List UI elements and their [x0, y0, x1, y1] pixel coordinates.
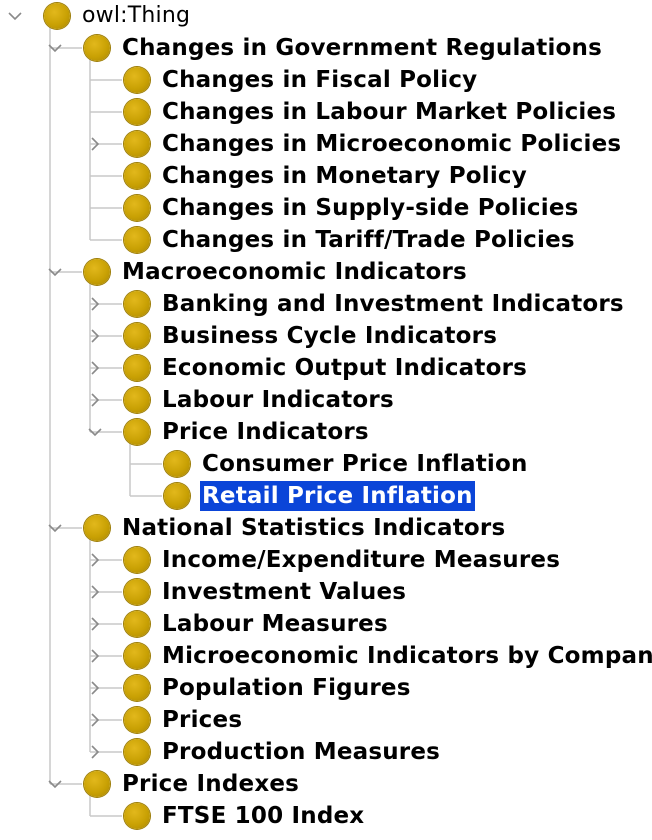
tree-node-label[interactable]: Changes in Monetary Policy: [162, 163, 527, 189]
chevron-down-icon[interactable]: [86, 423, 104, 441]
tree-node-label[interactable]: FTSE 100 Index: [162, 803, 365, 829]
tree-node-label[interactable]: Changes in Supply-side Policies: [162, 195, 579, 221]
chevron-right-icon[interactable]: [86, 743, 104, 761]
tree-node-label[interactable]: Consumer Price Inflation: [202, 451, 528, 477]
chevron-right-icon[interactable]: [86, 615, 104, 633]
class-circle-icon: [164, 483, 190, 509]
chevron-down-icon[interactable]: [46, 39, 64, 57]
class-circle-icon: [84, 771, 110, 797]
class-circle-icon: [44, 3, 70, 29]
tree-node-ftse-100-index[interactable]: FTSE 100 Index: [0, 800, 652, 832]
tree-node-label[interactable]: Microeconomic Indicators by Company: [162, 643, 652, 669]
class-circle-icon: [84, 515, 110, 541]
tree-node-changes-in-government-regulations[interactable]: Changes in Government Regulations: [0, 32, 652, 64]
chevron-down-icon[interactable]: [46, 519, 64, 537]
tree-node-label[interactable]: Income/Expenditure Measures: [162, 547, 561, 573]
class-circle-icon: [124, 131, 150, 157]
class-circle-icon: [124, 227, 150, 253]
tree-node-label[interactable]: Production Measures: [162, 739, 441, 765]
tree-node-label[interactable]: Changes in Government Regulations: [122, 35, 602, 61]
tree-node-labour-measures[interactable]: Labour Measures: [0, 608, 652, 640]
tree-node-production-measures[interactable]: Production Measures: [0, 736, 652, 768]
tree-node-label[interactable]: Investment Values: [162, 579, 407, 605]
chevron-right-icon[interactable]: [86, 647, 104, 665]
tree-node-changes-in-labour-market-policies[interactable]: Changes in Labour Market Policies: [0, 96, 652, 128]
tree-node-economic-output-indicators[interactable]: Economic Output Indicators: [0, 352, 652, 384]
tree-node-label[interactable]: Business Cycle Indicators: [162, 323, 498, 349]
class-circle-icon: [124, 643, 150, 669]
chevron-down-icon[interactable]: [46, 775, 64, 793]
tree-node-label[interactable]: owl:Thing: [82, 3, 191, 28]
tree-node-changes-in-supply-side-policies[interactable]: Changes in Supply-side Policies: [0, 192, 652, 224]
tree-node-price-indicators[interactable]: Price Indicators: [0, 416, 652, 448]
chevron-right-icon[interactable]: [86, 295, 104, 313]
tree-node-changes-in-tariff-trade-policies[interactable]: Changes in Tariff/Trade Policies: [0, 224, 652, 256]
tree-node-population-figures[interactable]: Population Figures: [0, 672, 652, 704]
tree-node-label[interactable]: Economic Output Indicators: [162, 355, 528, 381]
chevron-right-icon[interactable]: [86, 583, 104, 601]
tree-node-banking-and-investment-indicators[interactable]: Banking and Investment Indicators: [0, 288, 652, 320]
chevron-down-icon[interactable]: [46, 263, 64, 281]
tree-node-microeconomic-indicators-by-company[interactable]: Microeconomic Indicators by Company: [0, 640, 652, 672]
tree-node-consumer-price-inflation[interactable]: Consumer Price Inflation: [0, 448, 652, 480]
class-circle-icon: [124, 739, 150, 765]
class-circle-icon: [124, 419, 150, 445]
tree-node-label[interactable]: Macroeconomic Indicators: [122, 259, 467, 285]
class-circle-icon: [124, 707, 150, 733]
class-circle-icon: [84, 35, 110, 61]
tree-node-labour-indicators[interactable]: Labour Indicators: [0, 384, 652, 416]
class-circle-icon: [124, 547, 150, 573]
tree-node-label[interactable]: Changes in Microeconomic Policies: [162, 131, 622, 157]
class-circle-icon: [124, 355, 150, 381]
chevron-right-icon[interactable]: [86, 711, 104, 729]
chevron-down-icon[interactable]: [6, 7, 24, 25]
class-circle-icon: [124, 579, 150, 605]
tree-node-owl-thing[interactable]: owl:Thing: [0, 0, 652, 32]
tree-node-label[interactable]: Population Figures: [162, 675, 411, 701]
tree-node-label[interactable]: Labour Measures: [162, 611, 388, 637]
tree-node-national-statistics-indicators[interactable]: National Statistics Indicators: [0, 512, 652, 544]
tree-node-business-cycle-indicators[interactable]: Business Cycle Indicators: [0, 320, 652, 352]
tree-node-retail-price-inflation[interactable]: Retail Price Inflation: [0, 480, 652, 512]
tree-node-income-expenditure-measures[interactable]: Income/Expenditure Measures: [0, 544, 652, 576]
tree-node-label[interactable]: Retail Price Inflation: [200, 481, 475, 511]
class-circle-icon: [124, 675, 150, 701]
tree-node-label[interactable]: Changes in Fiscal Policy: [162, 67, 478, 93]
tree-node-changes-in-monetary-policy[interactable]: Changes in Monetary Policy: [0, 160, 652, 192]
tree-node-label[interactable]: Banking and Investment Indicators: [162, 291, 624, 317]
tree-node-investment-values[interactable]: Investment Values: [0, 576, 652, 608]
tree-node-label[interactable]: National Statistics Indicators: [122, 515, 506, 541]
tree-node-label[interactable]: Changes in Labour Market Policies: [162, 99, 617, 125]
class-circle-icon: [124, 195, 150, 221]
tree-node-label[interactable]: Changes in Tariff/Trade Policies: [162, 227, 575, 253]
tree-node-macroeconomic-indicators[interactable]: Macroeconomic Indicators: [0, 256, 652, 288]
chevron-right-icon[interactable]: [86, 551, 104, 569]
class-circle-icon: [124, 387, 150, 413]
tree-node-changes-in-fiscal-policy[interactable]: Changes in Fiscal Policy: [0, 64, 652, 96]
chevron-right-icon[interactable]: [86, 679, 104, 697]
class-circle-icon: [124, 803, 150, 829]
class-circle-icon: [124, 67, 150, 93]
tree-node-label[interactable]: Price Indicators: [162, 419, 369, 445]
class-circle-icon: [124, 163, 150, 189]
tree-node-label[interactable]: Labour Indicators: [162, 387, 394, 413]
class-circle-icon: [164, 451, 190, 477]
class-circle-icon: [84, 259, 110, 285]
class-circle-icon: [124, 611, 150, 637]
chevron-right-icon[interactable]: [86, 359, 104, 377]
class-circle-icon: [124, 291, 150, 317]
tree-node-prices[interactable]: Prices: [0, 704, 652, 736]
tree-node-label[interactable]: Prices: [162, 707, 243, 733]
tree-node-changes-in-microeconomic-policies[interactable]: Changes in Microeconomic Policies: [0, 128, 652, 160]
chevron-right-icon[interactable]: [86, 327, 104, 345]
class-circle-icon: [124, 323, 150, 349]
tree-node-price-indexes[interactable]: Price Indexes: [0, 768, 652, 800]
tree-node-label[interactable]: Price Indexes: [122, 771, 300, 797]
class-circle-icon: [124, 99, 150, 125]
chevron-right-icon[interactable]: [86, 391, 104, 409]
chevron-right-icon[interactable]: [86, 135, 104, 153]
